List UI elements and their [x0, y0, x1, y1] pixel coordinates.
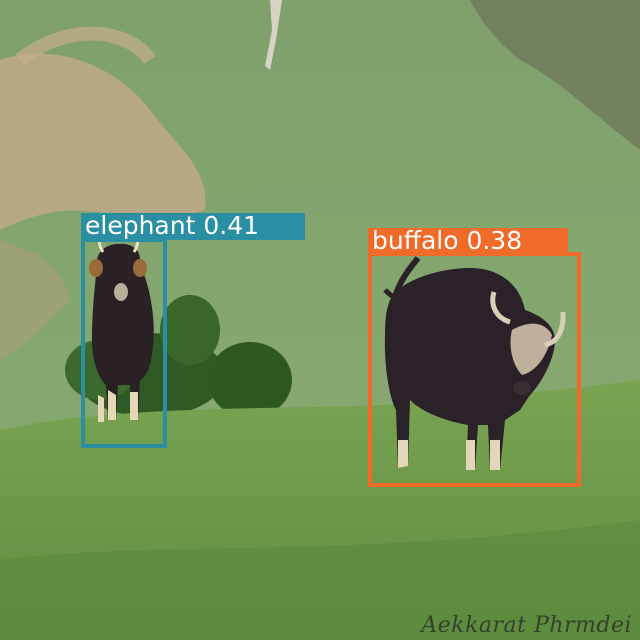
detection-box-buffalo — [368, 252, 581, 487]
detection-box-elephant — [81, 238, 167, 448]
watermark-signature: Aekkarat Phrmdei — [421, 613, 632, 638]
detection-label-elephant: elephant 0.41 — [81, 213, 305, 240]
detection-label-buffalo: buffalo 0.38 — [368, 228, 568, 255]
